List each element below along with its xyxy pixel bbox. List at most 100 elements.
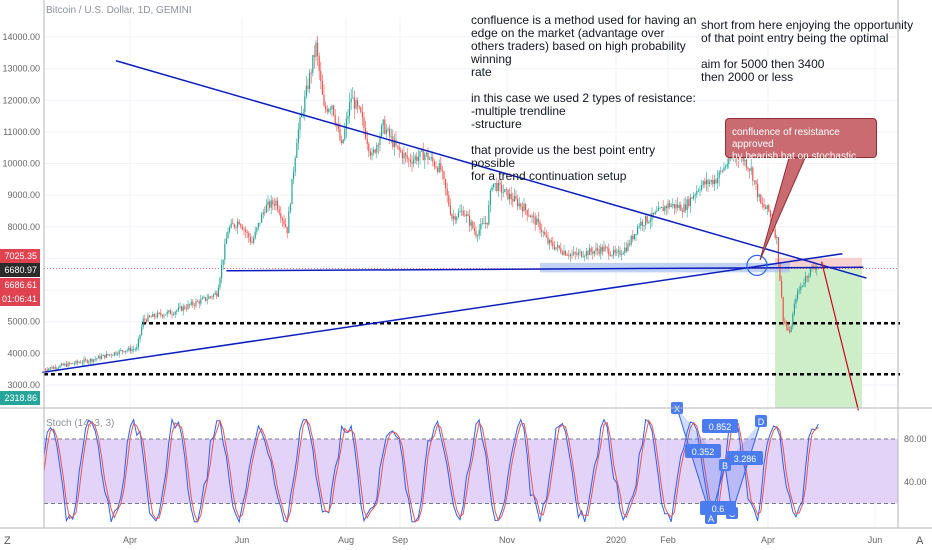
candle-body bbox=[592, 251, 594, 254]
candle-body bbox=[155, 316, 157, 318]
candle-body bbox=[129, 347, 131, 352]
candle-body bbox=[456, 216, 458, 221]
candle-body bbox=[241, 226, 243, 230]
candle-body bbox=[48, 368, 50, 371]
y-tick-label: 5000.00 bbox=[7, 317, 40, 327]
candle-body bbox=[389, 128, 391, 137]
candle-body bbox=[737, 158, 739, 160]
candle-body bbox=[726, 163, 728, 167]
candle-body bbox=[582, 256, 584, 258]
candle-body bbox=[227, 231, 229, 239]
candle-body bbox=[553, 246, 555, 250]
candle-body bbox=[417, 156, 419, 161]
take-profit-zone bbox=[775, 268, 862, 408]
candle-body bbox=[142, 318, 144, 327]
candle-body bbox=[222, 259, 224, 265]
candle-body bbox=[768, 205, 770, 211]
candle-body bbox=[185, 308, 187, 310]
candle-body bbox=[299, 117, 301, 130]
candle-body bbox=[805, 276, 807, 283]
candle-body bbox=[297, 129, 299, 144]
ratio-label: 3.286 bbox=[734, 454, 757, 464]
trendline bbox=[226, 266, 864, 272]
candle-body bbox=[221, 264, 223, 279]
candle-body bbox=[379, 136, 381, 146]
candle-body bbox=[661, 207, 663, 208]
stoch-title: Stoch (14, 3, 3) bbox=[46, 418, 115, 429]
candle-body bbox=[558, 245, 560, 249]
candle-body bbox=[683, 204, 685, 212]
ratio-label: 0.6 bbox=[712, 504, 725, 514]
candle-body bbox=[760, 194, 762, 204]
candle-body bbox=[427, 152, 429, 160]
candle-body bbox=[681, 210, 683, 212]
candle-body bbox=[611, 255, 613, 256]
candle-body bbox=[529, 215, 531, 218]
candle-body bbox=[128, 347, 130, 351]
candle-body bbox=[539, 221, 541, 230]
candle-body bbox=[637, 226, 639, 235]
candle-body bbox=[161, 314, 163, 317]
candle-body bbox=[337, 125, 339, 129]
price-label: 01:06:41 bbox=[0, 292, 40, 306]
candle-body bbox=[190, 301, 192, 305]
candle-body bbox=[376, 144, 378, 153]
candle-body bbox=[747, 167, 749, 170]
candle-body bbox=[664, 206, 666, 212]
candle-body bbox=[715, 179, 717, 184]
candle-body bbox=[555, 247, 557, 250]
candle-body bbox=[693, 195, 695, 199]
candle-body bbox=[133, 349, 135, 350]
candle-body bbox=[182, 306, 184, 311]
candle-body bbox=[366, 138, 368, 144]
candle-body bbox=[296, 143, 298, 158]
candle-body bbox=[629, 243, 631, 245]
price-label: 6680.97 bbox=[0, 263, 40, 277]
candle-body bbox=[118, 350, 120, 355]
candle-body bbox=[371, 152, 373, 156]
candle-body bbox=[248, 232, 250, 238]
x-tick-label: Nov bbox=[499, 535, 516, 545]
candle-body bbox=[377, 144, 379, 146]
candle-body bbox=[744, 159, 746, 162]
candle-body bbox=[494, 183, 496, 184]
candle-body bbox=[160, 312, 162, 315]
candle-body bbox=[144, 318, 146, 320]
candle-body bbox=[328, 109, 330, 112]
y-tick-label: 3000.00 bbox=[7, 380, 40, 390]
candle-body bbox=[145, 319, 147, 322]
candle-body bbox=[645, 216, 647, 226]
candle-body bbox=[334, 114, 336, 124]
candle-body bbox=[70, 363, 72, 364]
candle-body bbox=[249, 237, 251, 242]
candle-body bbox=[421, 149, 423, 152]
candle-body bbox=[347, 115, 349, 119]
candle-body bbox=[598, 250, 600, 254]
ratio-label: 0.852 bbox=[709, 422, 732, 432]
candle-body bbox=[77, 360, 79, 363]
candle-body bbox=[171, 314, 173, 315]
candle-body bbox=[273, 204, 275, 206]
candle-body bbox=[139, 334, 141, 340]
candle-body bbox=[395, 139, 397, 146]
candle-body bbox=[315, 42, 317, 57]
candle-body bbox=[217, 287, 219, 297]
candle-body bbox=[201, 297, 203, 300]
candle-body bbox=[184, 306, 186, 309]
candle-body bbox=[568, 255, 570, 257]
candle-body bbox=[480, 223, 482, 230]
candle-body bbox=[216, 292, 218, 297]
ratio-box bbox=[685, 444, 721, 458]
candle-body bbox=[213, 294, 215, 297]
callout-pointer bbox=[759, 157, 806, 261]
y-tick-label: 12000.00 bbox=[2, 95, 40, 105]
candle-body bbox=[803, 282, 805, 286]
candle-body bbox=[758, 194, 760, 197]
candle-body bbox=[99, 356, 101, 359]
candle-body bbox=[485, 222, 487, 225]
trendline bbox=[42, 252, 843, 374]
candle-body bbox=[83, 359, 85, 363]
candle-body bbox=[717, 177, 719, 184]
pattern-point-label: X bbox=[674, 404, 680, 414]
candle-body bbox=[665, 206, 667, 209]
